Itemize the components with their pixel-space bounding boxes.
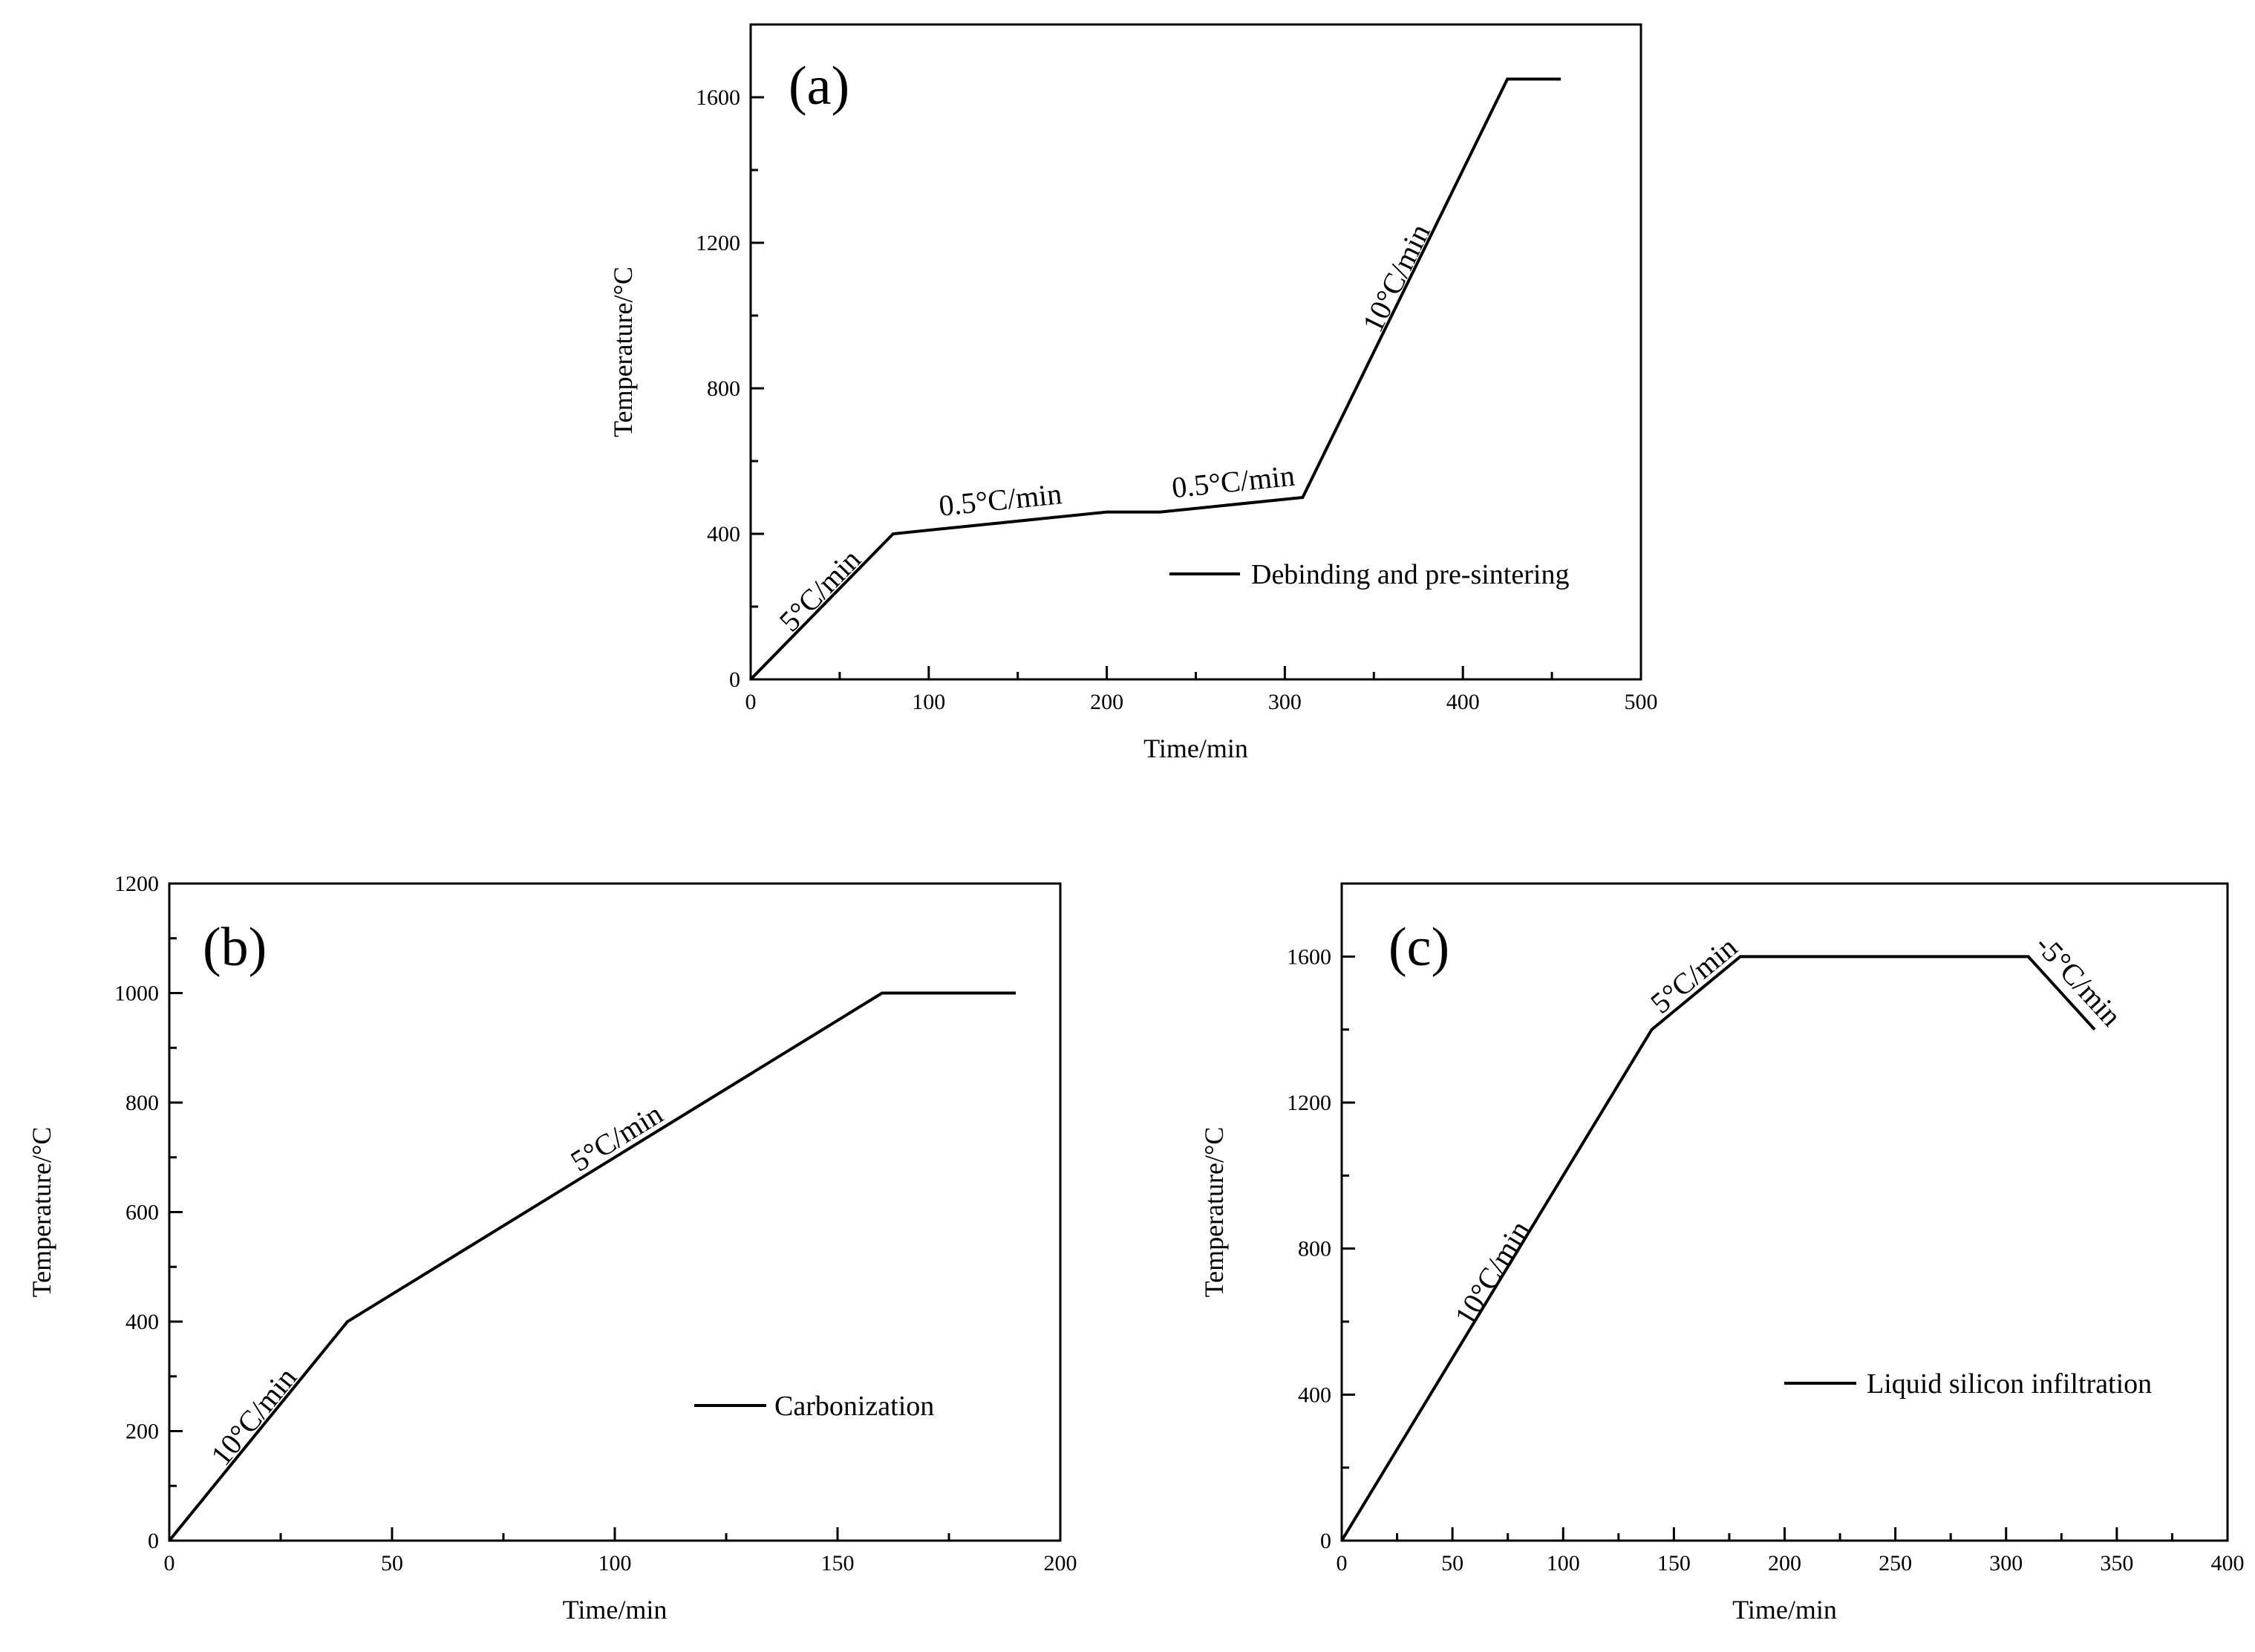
y-tick-label: 0 — [148, 1529, 159, 1553]
x-tick-label: 400 — [2211, 1551, 2245, 1576]
x-tick-label: 100 — [598, 1551, 632, 1576]
y-tick-label: 800 — [125, 1091, 159, 1115]
x-tick-label: 300 — [1989, 1551, 2023, 1576]
x-tick-label: 50 — [381, 1551, 403, 1576]
series-line — [749, 77, 1561, 681]
series-line — [1340, 955, 2096, 1542]
panel-label: (a) — [789, 56, 849, 117]
x-tick-label: 400 — [1446, 690, 1480, 714]
x-tick-label: 150 — [1657, 1551, 1691, 1576]
y-tick-label: 200 — [125, 1420, 159, 1444]
y-tick-label: 1000 — [114, 982, 159, 1006]
x-tick-label: 50 — [1441, 1551, 1463, 1576]
y-tick-label: 400 — [707, 522, 740, 546]
rate-annotation: 10°C/min — [204, 1361, 303, 1472]
rate-annotation: 0.5°C/min — [1170, 459, 1296, 505]
rate-annotation: 5°C/min — [565, 1097, 668, 1178]
panel-label: (c) — [1388, 917, 1449, 978]
panel-label: (b) — [203, 917, 267, 978]
y-tick-label: 800 — [707, 376, 740, 401]
chart-panel-a: 0 100 200 300 400 500 0 400 800 1200 1600 Time/min T… — [608, 23, 1658, 763]
y-tick-label: 800 — [1298, 1237, 1331, 1261]
y-tick-label: 1600 — [696, 85, 740, 110]
rate-annotation: 5°C/min — [1644, 930, 1743, 1020]
x-tick-label: 150 — [821, 1551, 855, 1576]
x-tick-label: 100 — [912, 690, 945, 714]
x-tick-label: 0 — [164, 1551, 175, 1576]
x-tick-label: 0 — [745, 690, 757, 714]
rate-annotation: 0.5°C/min — [937, 477, 1063, 523]
y-axis-title: Temperature/°C — [1199, 1127, 1229, 1298]
y-tick-label: 1200 — [114, 872, 159, 896]
x-axis-title: Time/min — [1143, 734, 1248, 763]
rate-annotation: -5°C/min — [2029, 928, 2128, 1033]
plot-frame — [168, 882, 1062, 1542]
legend-label: Debinding and pre-sintering — [1251, 559, 1569, 590]
legend-label: Carbonization — [774, 1391, 934, 1422]
y-tick-label: 0 — [1320, 1529, 1331, 1553]
y-tick-label: 0 — [729, 667, 740, 692]
y-axis-title: Temperature/°C — [608, 267, 638, 437]
y-tick-label: 1200 — [696, 231, 740, 255]
x-tick-label: 200 — [1044, 1551, 1077, 1576]
x-axis-title: Time/min — [1732, 1595, 1837, 1625]
y-tick-label: 1200 — [1287, 1091, 1331, 1115]
rate-annotation: 10°C/min — [1356, 218, 1437, 337]
x-axis-title: Time/min — [563, 1595, 668, 1625]
rate-annotation: 10°C/min — [1448, 1215, 1536, 1331]
chart-panel-c: 0 50 100 150 200 250 300 350 400 0 400 800 1200 1600 T… — [1199, 882, 2245, 1625]
x-tick-label: 500 — [1625, 690, 1658, 714]
y-tick-label: 400 — [125, 1310, 159, 1334]
series-line — [168, 991, 1016, 1542]
y-tick-label: 400 — [1298, 1382, 1331, 1407]
rate-annotation: 5°C/min — [772, 543, 867, 639]
legend-label: Liquid silicon infiltration — [1867, 1368, 2152, 1400]
x-tick-label: 250 — [1879, 1551, 1912, 1576]
x-tick-label: 100 — [1547, 1551, 1580, 1576]
y-axis-title: Temperature/°C — [27, 1127, 56, 1298]
x-tick-label: 0 — [1337, 1551, 1348, 1576]
x-tick-label: 200 — [1090, 690, 1123, 714]
x-tick-label: 350 — [2100, 1551, 2133, 1576]
x-tick-label: 200 — [1768, 1551, 1801, 1576]
chart-panel-b: 0 50 100 150 200 0 200 400 600 800 1000 1200 Time/mi… — [27, 872, 1077, 1625]
y-tick-label: 1600 — [1287, 944, 1331, 969]
x-tick-label: 300 — [1268, 690, 1302, 714]
y-tick-label: 600 — [125, 1201, 159, 1225]
